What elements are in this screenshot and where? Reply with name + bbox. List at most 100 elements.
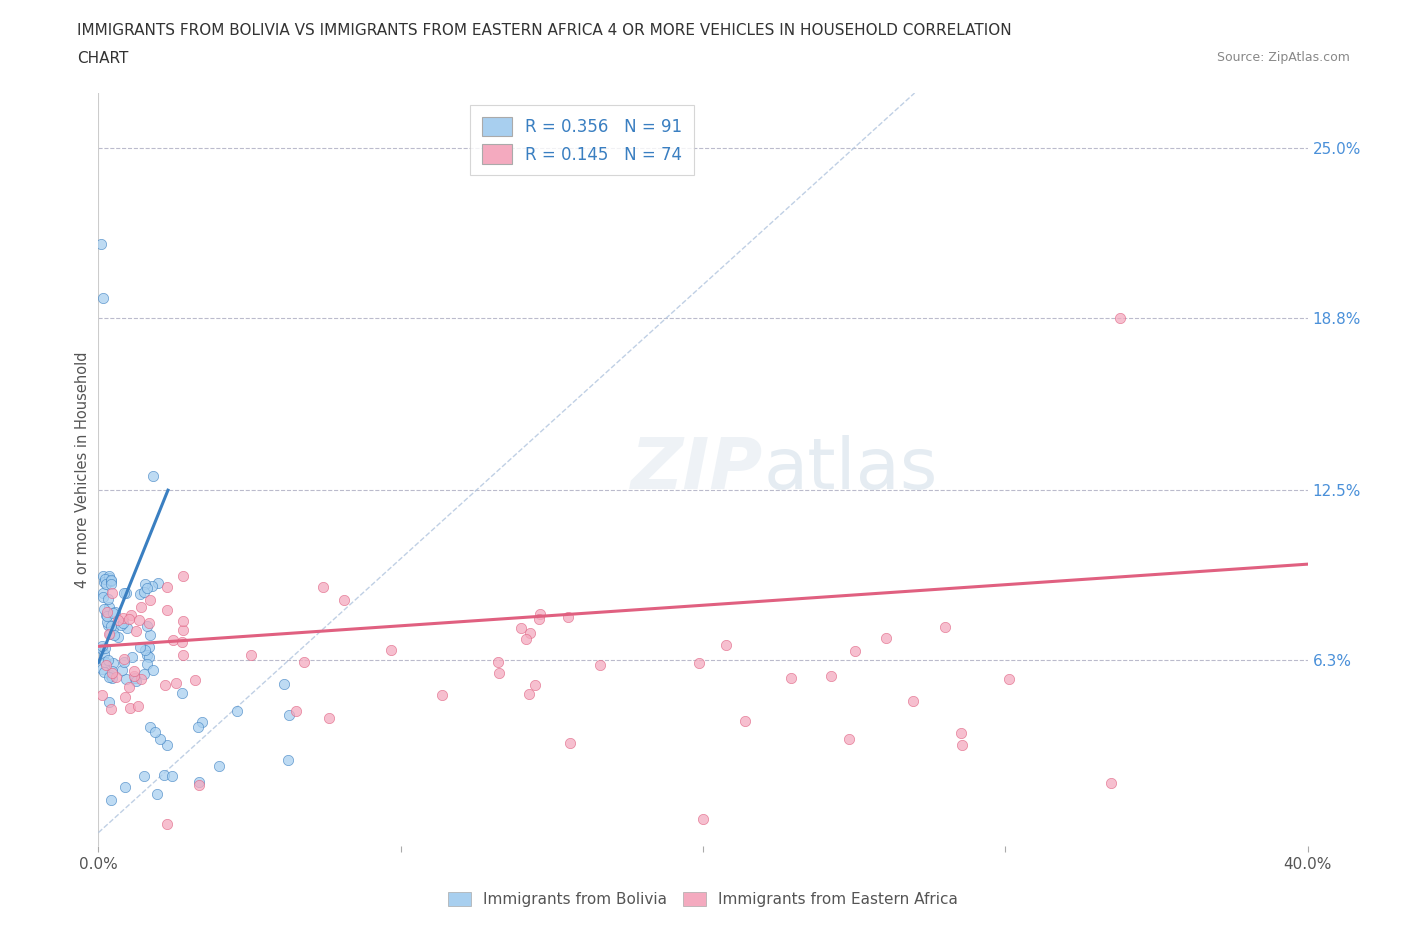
Point <box>142 469 165 484</box>
Point <box>121 649 143 664</box>
Point <box>139 628 162 643</box>
Point <box>120 700 142 715</box>
Text: CHART: CHART <box>77 51 129 66</box>
Point <box>97 618 120 632</box>
Point <box>101 656 124 671</box>
Point <box>97 591 120 606</box>
Point <box>714 638 737 653</box>
Point <box>312 579 335 594</box>
Point <box>688 656 710 671</box>
Point <box>273 676 295 691</box>
Point <box>149 732 172 747</box>
Point <box>172 685 194 700</box>
Point <box>143 724 166 739</box>
Point <box>134 768 156 783</box>
Point <box>104 604 127 619</box>
Point <box>111 663 134 678</box>
Point <box>138 640 160 655</box>
Point <box>124 671 146 686</box>
Legend: Immigrants from Bolivia, Immigrants from Eastern Africa: Immigrants from Bolivia, Immigrants from… <box>441 885 965 913</box>
Point <box>139 593 162 608</box>
Point <box>333 592 356 607</box>
Point <box>114 780 136 795</box>
Point <box>129 600 152 615</box>
Point <box>94 608 117 623</box>
Point <box>132 666 155 681</box>
Point <box>98 668 121 683</box>
Point <box>156 817 179 831</box>
Point <box>135 580 157 595</box>
Legend: R = 0.356   N = 91, R = 0.145   N = 74: R = 0.356 N = 91, R = 0.145 N = 74 <box>470 105 695 175</box>
Point <box>100 574 122 589</box>
Point <box>172 634 194 649</box>
Point <box>844 644 866 658</box>
Point <box>136 647 159 662</box>
Point <box>139 720 162 735</box>
Point <box>100 618 122 633</box>
Point <box>97 568 120 583</box>
Point <box>100 666 122 681</box>
Point <box>138 616 160 631</box>
Point <box>488 666 510 681</box>
Point <box>155 678 177 693</box>
Point <box>187 775 209 790</box>
Point <box>110 618 132 632</box>
Point <box>129 671 152 686</box>
Point <box>156 603 179 618</box>
Point <box>486 655 509 670</box>
Point <box>90 661 112 676</box>
Point <box>104 670 127 684</box>
Point <box>934 619 956 634</box>
Point <box>141 579 163 594</box>
Point <box>160 768 183 783</box>
Point <box>96 604 118 619</box>
Point <box>162 633 184 648</box>
Point <box>183 672 205 687</box>
Point <box>380 643 402 658</box>
Point <box>91 688 114 703</box>
Point <box>94 577 117 591</box>
Point <box>91 639 114 654</box>
Point <box>191 715 214 730</box>
Point <box>93 665 115 680</box>
Point <box>103 605 125 620</box>
Point <box>100 573 122 588</box>
Point <box>94 641 117 656</box>
Point <box>148 575 170 590</box>
Point <box>100 792 122 807</box>
Point <box>100 701 122 716</box>
Point <box>91 569 114 584</box>
Point <box>118 612 141 627</box>
Point <box>134 577 156 591</box>
Point <box>517 687 540 702</box>
Point <box>93 602 115 617</box>
Point <box>94 572 117 587</box>
Point <box>125 624 148 639</box>
Text: Source: ZipAtlas.com: Source: ZipAtlas.com <box>1216 51 1350 64</box>
Text: ZIP: ZIP <box>631 435 763 504</box>
Point <box>156 579 179 594</box>
Point <box>172 568 194 583</box>
Point <box>949 725 972 740</box>
Y-axis label: 4 or more Vehicles in Household: 4 or more Vehicles in Household <box>75 352 90 588</box>
Point <box>91 291 114 306</box>
Point <box>560 736 582 751</box>
Point <box>97 600 120 615</box>
Point <box>138 649 160 664</box>
Point <box>118 680 141 695</box>
Point <box>998 671 1021 686</box>
Point <box>107 630 129 644</box>
Point <box>901 694 924 709</box>
Point <box>838 731 860 746</box>
Point <box>124 669 146 684</box>
Point <box>515 631 537 646</box>
Point <box>156 737 179 752</box>
Point <box>292 654 315 669</box>
Point <box>96 615 118 630</box>
Point <box>101 664 124 679</box>
Point <box>134 585 156 600</box>
Point <box>1109 311 1132 325</box>
Point <box>91 586 114 601</box>
Point <box>529 607 551 622</box>
Point <box>112 586 135 601</box>
